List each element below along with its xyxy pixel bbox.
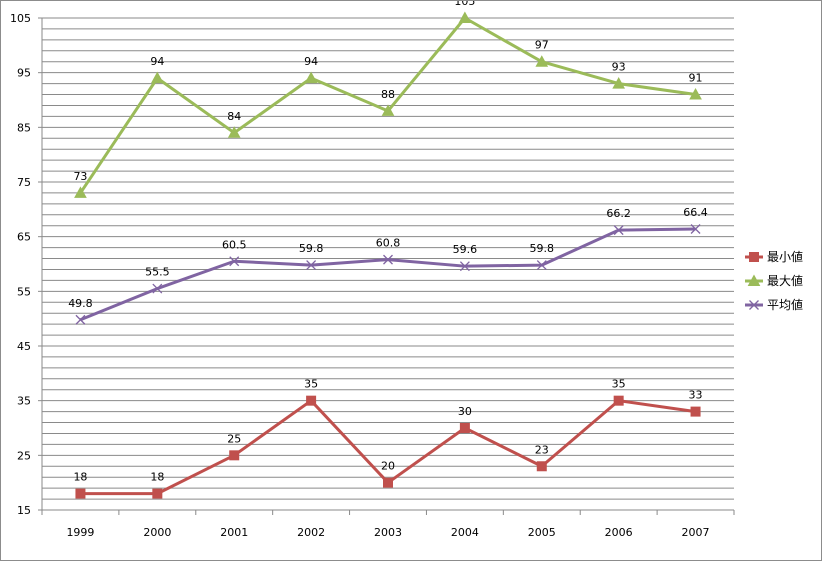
data-point (227, 126, 241, 138)
x-tick-label: 2003 (374, 526, 402, 539)
data-label: 18 (150, 471, 164, 484)
legend-label: 最大値 (767, 273, 803, 288)
data-label: 55.5 (145, 266, 170, 279)
data-point (612, 77, 626, 89)
data-point (689, 87, 702, 100)
x-tick-label: 2007 (682, 526, 710, 539)
data-label: 49.8 (68, 297, 93, 310)
data-point (304, 71, 318, 84)
series-square: 18 18 25 35 20 30 23 35 33 (73, 378, 703, 499)
legend-marker (749, 300, 759, 310)
data-label: 35 (612, 378, 626, 391)
data-label: 66.2 (606, 207, 631, 220)
data-point (690, 406, 701, 417)
x-tick-label: 2002 (297, 526, 325, 539)
data-point (459, 423, 470, 433)
y-tick-label: 75 (17, 176, 31, 189)
data-label: 66.4 (683, 206, 708, 219)
x-tick-label: 1999 (66, 526, 94, 539)
data-point (690, 224, 701, 234)
data-point (306, 395, 317, 406)
x-tick-label: 2000 (143, 526, 171, 539)
data-point (150, 71, 164, 84)
data-label: 33 (689, 389, 703, 402)
data-point (75, 488, 86, 499)
data-label: 97 (535, 39, 549, 52)
data-label: 20 (381, 460, 395, 473)
data-label: 30 (458, 405, 472, 418)
data-label: 105 (454, 1, 475, 8)
y-tick-label: 45 (17, 340, 31, 353)
y-tick-label: 15 (17, 504, 31, 517)
axes: 15 25 35 45 55 65 75 85 95 105 1999 2000 2001 2002 200… (10, 12, 735, 539)
data-label: 84 (227, 110, 241, 123)
data-point (152, 488, 163, 499)
y-tick-label: 35 (17, 395, 31, 408)
data-label: 60.5 (222, 238, 247, 251)
legend-marker (749, 252, 759, 262)
data-label: 59.8 (299, 242, 324, 255)
y-tick-label: 55 (17, 285, 31, 298)
x-tick-label: 2005 (528, 526, 556, 539)
data-point (383, 254, 393, 265)
series-group: 18 18 25 35 20 30 23 35 33 73 94 84 94 88 105 97 93 91 49.… (68, 0, 708, 499)
data-point (75, 314, 86, 325)
data-point (613, 225, 624, 236)
data-label: 25 (227, 432, 241, 445)
y-tick-label: 65 (17, 231, 31, 244)
data-label: 94 (304, 55, 318, 68)
data-point (229, 256, 240, 267)
data-point (535, 55, 549, 67)
data-label: 73 (73, 170, 87, 183)
data-point (458, 11, 472, 23)
y-tick-label: 85 (17, 121, 31, 134)
data-point (536, 461, 547, 472)
series-x: 49.8 55.5 60.5 59.8 60.8 59.6 59.8 66.2 66.4 (68, 206, 708, 325)
data-label: 59.6 (453, 243, 478, 256)
y-tick-label: 25 (17, 449, 31, 462)
y-tick-label: 95 (17, 67, 31, 80)
data-point (229, 450, 240, 461)
data-label: 59.8 (530, 242, 555, 255)
data-point (536, 260, 547, 271)
data-point (74, 186, 87, 198)
data-point (381, 104, 395, 116)
data-label: 35 (304, 378, 318, 391)
x-tick-label: 2006 (605, 526, 633, 539)
data-point (152, 283, 163, 294)
legend-label: 最小値 (767, 249, 803, 264)
legend-label: 平均値 (767, 297, 803, 312)
series-triangle: 73 94 84 94 88 105 97 93 91 (73, 0, 703, 198)
data-label: 23 (535, 443, 549, 456)
x-tick-label: 2001 (220, 526, 248, 539)
data-label: 60.8 (376, 237, 401, 250)
legend-entry: 平均値 (745, 297, 803, 312)
data-label: 88 (381, 88, 395, 101)
data-label: 91 (689, 72, 703, 85)
data-point (383, 477, 393, 488)
data-label: 94 (150, 55, 164, 68)
legend-marker (747, 274, 761, 286)
data-point (613, 395, 624, 406)
data-label: 18 (73, 471, 87, 484)
x-tick-label: 2004 (451, 526, 479, 539)
data-label: 93 (612, 61, 626, 74)
legend-entry: 最大値 (745, 273, 803, 288)
y-tick-label: 105 (10, 12, 31, 25)
data-point (306, 260, 317, 271)
legend-entry: 最小値 (745, 249, 803, 264)
data-point (459, 261, 470, 272)
